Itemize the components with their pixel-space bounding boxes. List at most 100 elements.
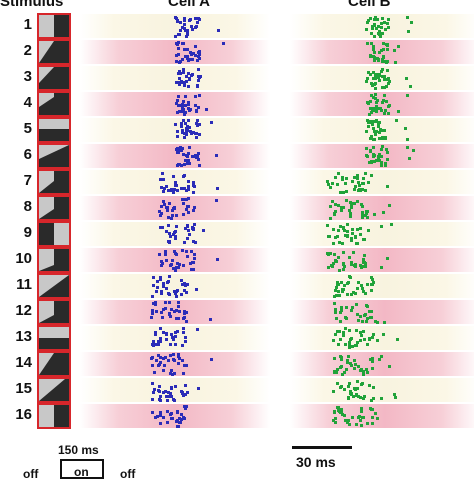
spike-mark [182, 69, 185, 72]
spike-mark [378, 51, 381, 54]
spike-mark [181, 131, 184, 134]
spike-mark [388, 365, 391, 368]
spike-mark [344, 419, 347, 422]
spike-mark [166, 209, 169, 212]
spike-mark [196, 59, 199, 62]
spike-mark [181, 344, 184, 347]
spike-mark [157, 389, 160, 392]
spike-mark [183, 174, 186, 177]
spike-mark [370, 32, 373, 35]
spike-mark [374, 87, 377, 90]
spike-mark [336, 330, 339, 333]
spike-mark [353, 359, 356, 362]
spike-mark [353, 176, 356, 179]
stimulus-icon [37, 273, 71, 299]
spike-mark [362, 397, 365, 400]
spike-mark [169, 354, 172, 357]
spike-mark [181, 58, 184, 61]
spike-mark [344, 316, 347, 319]
spike-mark [151, 295, 154, 298]
spike-mark [151, 364, 154, 367]
spike-mark [191, 73, 194, 76]
spike-mark [393, 49, 396, 52]
spike-mark [365, 212, 368, 215]
spike-mark [198, 50, 201, 53]
spike-mark [172, 175, 175, 178]
spike-mark [169, 372, 172, 375]
stimulus-row: 11 [0, 273, 474, 299]
spike-mark [381, 60, 384, 63]
spike-mark [362, 290, 365, 293]
spike-mark [342, 268, 345, 271]
spike-mark [168, 301, 171, 304]
spike-mark [386, 151, 389, 154]
spike-mark [159, 276, 162, 279]
spike-mark [185, 320, 188, 323]
spike-mark [183, 312, 186, 315]
spike-mark [405, 77, 408, 80]
spike-mark [378, 358, 381, 361]
spike-mark [162, 331, 165, 334]
spike-mark [356, 175, 359, 178]
spike-mark [378, 159, 381, 162]
spike-mark [356, 228, 359, 231]
spike-mark [362, 177, 365, 180]
spike-mark [326, 224, 329, 227]
spike-mark [369, 358, 372, 361]
spike-mark [188, 146, 191, 149]
spike-mark [335, 371, 338, 374]
spike-mark [356, 287, 359, 290]
spike-mark [382, 56, 385, 59]
spike-mark [185, 405, 188, 408]
stimulus-row: 6 [0, 143, 474, 169]
spike-mark [159, 178, 162, 181]
spike-mark [373, 83, 376, 86]
spike-mark [349, 212, 352, 215]
spike-mark [153, 371, 156, 374]
spike-mark [338, 410, 341, 413]
spike-mark [327, 183, 330, 186]
spike-mark [386, 22, 389, 25]
spike-mark [361, 216, 364, 219]
stimulus-icon [37, 377, 71, 403]
spike-mark [340, 410, 343, 413]
spike-mark [372, 146, 375, 149]
spike-mark [188, 77, 191, 80]
spike-mark [356, 380, 359, 383]
spike-mark [172, 353, 175, 356]
spike-mark [185, 189, 188, 192]
spike-mark [369, 54, 372, 57]
spike-mark [181, 26, 184, 29]
spike-mark [334, 259, 337, 262]
spike-mark [155, 310, 158, 313]
spike-mark [194, 45, 197, 48]
spike-mark [375, 159, 378, 162]
spike-mark [160, 205, 163, 208]
spike-mark [154, 331, 157, 334]
spike-mark [181, 106, 184, 109]
spike-mark [348, 344, 351, 347]
spike-mark [368, 337, 371, 340]
spike-mark [196, 119, 199, 122]
spike-mark [375, 73, 378, 76]
spike-mark [381, 86, 384, 89]
spike-mark [334, 308, 337, 311]
spike-mark [156, 286, 159, 289]
spike-mark [369, 107, 372, 110]
spike-mark [361, 205, 364, 208]
spike-mark [182, 108, 185, 111]
spike-mark [183, 364, 186, 367]
spike-mark [336, 406, 339, 409]
spike-mark [379, 107, 382, 110]
spike-mark [374, 75, 377, 78]
spike-mark [362, 258, 365, 261]
spike-mark [174, 335, 177, 338]
spike-mark [358, 184, 361, 187]
spike-mark [183, 132, 186, 135]
spike-mark [375, 57, 378, 60]
spike-mark [338, 241, 341, 244]
spike-mark [375, 27, 378, 30]
spike-mark [165, 395, 168, 398]
spike-mark [343, 371, 346, 374]
spike-mark [351, 232, 354, 235]
